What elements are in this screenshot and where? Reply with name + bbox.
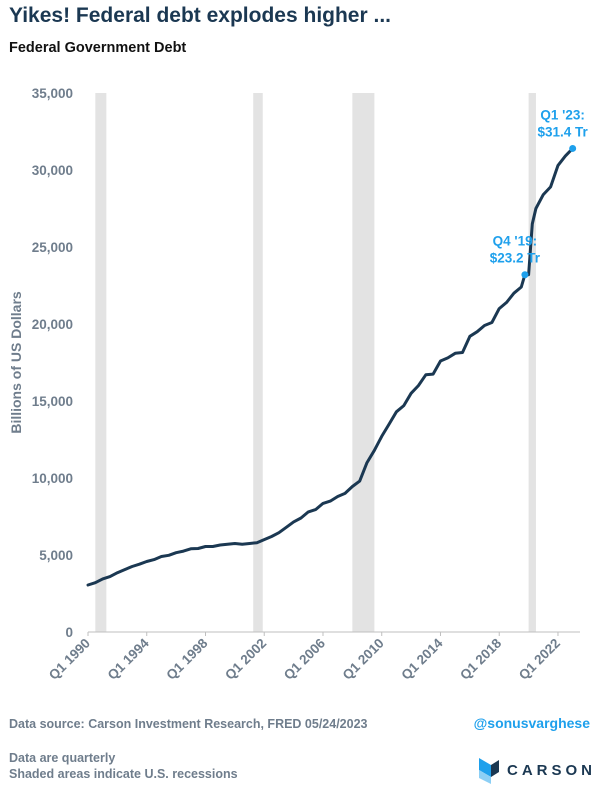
y-axis-ticks: 0 5,000 10,000 15,000 20,000 25,000 30,000 35,0…: [32, 86, 73, 640]
chart-notes: Data are quarterly Shaded areas indicate…: [9, 750, 238, 782]
annotation-point-0: [521, 271, 529, 279]
y-tick-label: 20,000: [32, 317, 73, 332]
series-line-federal-debt: [86, 146, 575, 587]
y-tick-label: 15,000: [32, 394, 73, 409]
recession-band-0: [95, 93, 107, 632]
y-tick-label: 25,000: [32, 240, 73, 255]
recession-band-2: [352, 93, 375, 632]
annotations: Q4 '19: $23.2 Tr Q1 '23: $31.4 Tr: [490, 107, 589, 279]
x-axis-ticks: Q1 1990 Q1 1994 Q1 1998 Q1 2002 Q1 2006 Q1 20…: [46, 632, 563, 683]
x-tick-label: Q1 2010: [340, 636, 387, 683]
carson-logo-icon: [479, 758, 499, 784]
note-quarterly: Data are quarterly: [9, 751, 116, 765]
y-tick-label: 10,000: [32, 471, 73, 486]
y-tick-label: 0: [65, 625, 73, 640]
headline: Yikes! Federal debt explodes higher ...: [9, 4, 391, 27]
annotation-label-0: Q4 '19:: [493, 234, 537, 249]
debt-chart: 0 5,000 10,000 15,000 20,000 25,000 30,000 35,0…: [8, 86, 589, 683]
x-tick-label: Q1 2022: [516, 636, 563, 683]
recession-band-3: [528, 93, 536, 632]
y-tick-label: 5,000: [39, 548, 73, 563]
carson-logo-text: CARSON: [507, 762, 597, 779]
recession-bands: [95, 93, 536, 632]
x-tick-label: Q1 2018: [457, 635, 505, 683]
annotation-label-1: $31.4 Tr: [538, 124, 589, 139]
chart-title: Federal Government Debt: [9, 40, 187, 56]
x-tick-label: Q1 1990: [46, 636, 93, 683]
author-handle[interactable]: @sonusvarghese: [473, 715, 590, 731]
x-tick-label: Q1 1998: [163, 635, 211, 683]
annotation-label-1: Q1 '23:: [540, 107, 584, 122]
annotation-label-0: $23.2 Tr: [490, 251, 541, 266]
x-tick-label: Q1 2006: [281, 635, 329, 683]
y-tick-label: 35,000: [32, 86, 73, 101]
y-tick-label: 30,000: [32, 163, 73, 178]
x-tick-label: Q1 1994: [105, 635, 153, 683]
annotation-point-1: [569, 144, 577, 152]
x-tick-label: Q1 2014: [398, 635, 446, 683]
data-source-note: Data source: Carson Investment Research,…: [9, 717, 368, 731]
note-recessions: Shaded areas indicate U.S. recessions: [9, 767, 238, 781]
y-axis-label: Billions of US Dollars: [8, 291, 24, 434]
recession-band-1: [253, 93, 263, 632]
x-tick-label: Q1 2002: [222, 636, 269, 683]
